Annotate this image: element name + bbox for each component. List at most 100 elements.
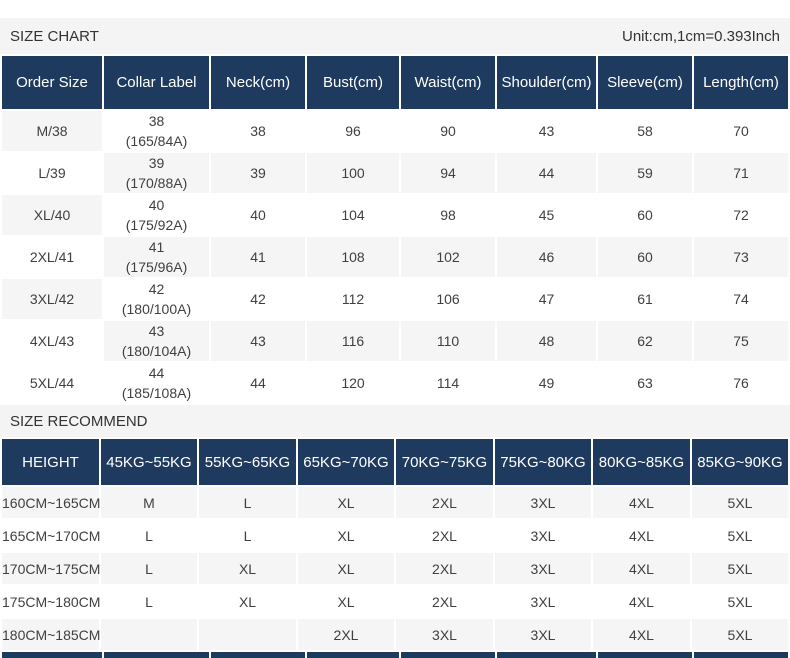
column-header-80-85kg: 80KG~85KG: [593, 439, 690, 485]
height-cell: 170CM~175CM: [2, 553, 100, 584]
collar-label-cell: 40 (175/92A): [104, 195, 209, 235]
bust-cell: 104: [307, 195, 399, 235]
size-cell: 4XL: [593, 619, 690, 650]
size-cell: M: [101, 487, 197, 518]
bust-cell: 100: [307, 153, 399, 193]
size-chart-header-row: Order Size Collar Label Neck(cm) Bust(cm…: [2, 56, 788, 109]
size-recommend-row-165-170: 165CM~170CM L L XL 2XL 3XL 4XL 5XL: [2, 520, 788, 551]
size-recommend-title-band: SIZE RECOMMEND: [0, 405, 790, 437]
order-size-cell: 2XL/41: [2, 237, 102, 277]
collar-size: 42: [148, 281, 165, 297]
size-cell: 5XL: [692, 619, 788, 650]
shoulder-cell: 43: [497, 111, 596, 151]
column-header-height: HEIGHT: [2, 439, 99, 485]
collar-spec: (170/88A): [125, 175, 188, 191]
collar-label-cell: 44 (185/108A): [104, 363, 209, 403]
size-recommend-row-180-185: 180CM~185CM 2XL 3XL 3XL 4XL 5XL: [2, 619, 788, 650]
size-cell: 4XL: [593, 487, 690, 518]
shoulder-cell: 47: [497, 279, 596, 319]
neck-cell: 41: [211, 237, 305, 277]
collar-size: 40: [148, 197, 165, 213]
shoulder-cell: 46: [497, 237, 596, 277]
column-header-length: Length(cm): [694, 56, 788, 109]
size-cell: 5XL: [692, 487, 788, 518]
size-cell: 3XL: [396, 619, 493, 650]
size-cell: 2XL: [298, 619, 394, 650]
collar-label-cell: 43 (180/104A): [104, 321, 209, 361]
collar-spec: (180/104A): [121, 343, 192, 359]
size-chart-row-2xl41: 2XL/41 41 (175/96A) 41 108 102 46 60 73: [2, 237, 788, 277]
bust-cell: 120: [307, 363, 399, 403]
collar-size: 39: [148, 155, 165, 171]
waist-cell: 94: [401, 153, 495, 193]
header-cell-stub: [211, 652, 305, 658]
size-cell: 5XL: [692, 553, 788, 584]
size-cell: 3XL: [495, 553, 591, 584]
sleeve-cell: 60: [598, 237, 692, 277]
shoulder-cell: 49: [497, 363, 596, 403]
collar-spec: (175/92A): [125, 217, 188, 233]
sleeve-cell: 61: [598, 279, 692, 319]
column-header-bust: Bust(cm): [307, 56, 399, 109]
column-header-85-90kg: 85KG~90KG: [692, 439, 788, 485]
size-cell: L: [101, 586, 197, 617]
bust-cell: 108: [307, 237, 399, 277]
top-spacer: [0, 0, 790, 18]
column-header-65-70kg: 65KG~70KG: [298, 439, 394, 485]
size-cell: 3XL: [495, 520, 591, 551]
unit-note: Unit:cm,1cm=0.393Inch: [622, 27, 780, 45]
size-cell: XL: [298, 487, 394, 518]
column-header-waist: Waist(cm): [401, 56, 495, 109]
length-cell: 71: [694, 153, 788, 193]
collar-spec: (180/100A): [121, 301, 192, 317]
column-header-sleeve: Sleeve(cm): [598, 56, 692, 109]
height-cell: 165CM~170CM: [2, 520, 100, 551]
header-cell-stub: [694, 652, 788, 658]
collar-label-cell: 38 (165/84A): [104, 111, 209, 151]
sleeve-cell: 63: [598, 363, 692, 403]
length-cell: 73: [694, 237, 788, 277]
size-recommend-title: SIZE RECOMMEND: [10, 412, 148, 430]
size-cell: 3XL: [495, 619, 591, 650]
waist-cell: 102: [401, 237, 495, 277]
header-cell-stub: [401, 652, 495, 658]
neck-cell: 39: [211, 153, 305, 193]
column-header-neck: Neck(cm): [211, 56, 305, 109]
size-cell: 2XL: [396, 487, 493, 518]
collar-spec: (165/84A): [125, 133, 188, 149]
size-cell: XL: [199, 586, 296, 617]
neck-cell: 43: [211, 321, 305, 361]
length-cell: 76: [694, 363, 788, 403]
collar-label-cell: 42 (180/100A): [104, 279, 209, 319]
order-size-cell: 5XL/44: [2, 363, 102, 403]
size-cell: XL: [199, 553, 296, 584]
size-chart-row-xl40: XL/40 40 (175/92A) 40 104 98 45 60 72: [2, 195, 788, 235]
column-header-collar-label: Collar Label: [104, 56, 209, 109]
size-cell: XL: [298, 520, 394, 551]
length-cell: 75: [694, 321, 788, 361]
header-cell-stub: [497, 652, 596, 658]
collar-spec: (175/96A): [125, 259, 188, 275]
shoulder-cell: 44: [497, 153, 596, 193]
size-recommend-row-170-175: 170CM~175CM L XL XL 2XL 3XL 4XL 5XL: [2, 553, 788, 584]
size-cell: 5XL: [692, 586, 788, 617]
size-chart-row-3xl42: 3XL/42 42 (180/100A) 42 112 106 47 61 74: [2, 279, 788, 319]
sleeve-cell: 62: [598, 321, 692, 361]
height-cell: 160CM~165CM: [2, 487, 100, 518]
collar-size: 38: [148, 113, 165, 129]
collar-spec: (185/108A): [121, 385, 192, 401]
size-cell: 2XL: [396, 586, 493, 617]
size-chart-title: SIZE CHART: [10, 27, 99, 45]
neck-cell: 38: [211, 111, 305, 151]
collar-label-cell: 41 (175/96A): [104, 237, 209, 277]
size-cell: 5XL: [692, 520, 788, 551]
shoulder-cell: 48: [497, 321, 596, 361]
waist-cell: 90: [401, 111, 495, 151]
size-cell: [101, 619, 197, 650]
sleeve-cell: 59: [598, 153, 692, 193]
neck-cell: 40: [211, 195, 305, 235]
size-cell: L: [199, 520, 296, 551]
size-cell: 3XL: [495, 586, 591, 617]
waist-cell: 98: [401, 195, 495, 235]
